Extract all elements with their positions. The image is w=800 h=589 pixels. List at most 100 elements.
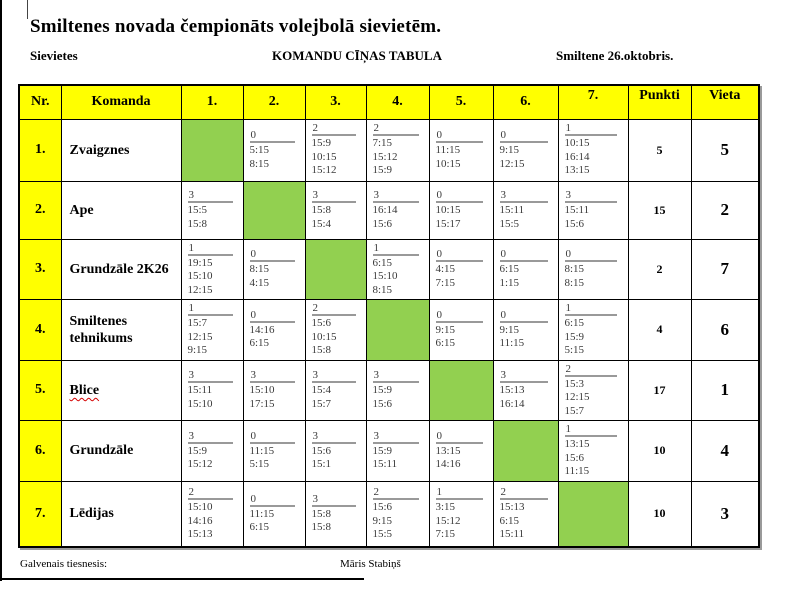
footer-referee-label: Galvenais tiesnesis:: [20, 558, 108, 570]
sets-won: 0: [249, 248, 296, 263]
match-result-cell: 0 8:15 8:15: [557, 238, 629, 300]
set-score: 6:15: [435, 337, 456, 350]
sets-won: 0: [435, 129, 483, 143]
set-score: 15:10: [187, 397, 213, 410]
team-name-cell: Grundzāle 2K26: [60, 238, 182, 300]
sets-won: 0: [249, 309, 296, 323]
points-cell: 5: [627, 118, 692, 182]
set-score: 5:15: [249, 458, 270, 471]
sets-won: 2: [499, 486, 548, 500]
sets-won: 0: [435, 430, 483, 444]
set-score: 15:11: [187, 384, 213, 397]
table-row: 1. Zvaigznes 0 5:15 8:15 2 15:9 10:15 15:12 2 7:15…: [18, 118, 760, 182]
set-score: 10:15: [435, 204, 461, 216]
set-score: 15:12: [435, 514, 461, 527]
set-score: 11:15: [499, 337, 525, 350]
match-result-cell: 0 10:15 15:17: [428, 180, 494, 240]
set-score: 8:15: [249, 263, 270, 276]
row-number-cell: 1.: [18, 118, 62, 182]
set-score: 15:6: [311, 444, 332, 457]
match-result-cell: 1 6:15 15:9 5:15: [557, 299, 629, 361]
set-score: 15:5: [187, 204, 208, 216]
points-cell: 15: [627, 180, 692, 240]
sets-won: 3: [187, 189, 234, 203]
set-score: 5:15: [249, 144, 270, 156]
table-row: 7. Lēdijas 2 15:10 14:16 15:13 0 11:15 6:15 3 15:8…: [18, 480, 760, 548]
sets-won: 3: [372, 430, 420, 444]
set-score: 19:15: [187, 256, 213, 269]
set-score: 15:9: [311, 137, 332, 150]
row-number-cell: 7.: [18, 480, 62, 548]
diagonal-cell: [242, 180, 306, 240]
team-name-cell: Blice: [60, 359, 182, 421]
set-score: 9:15: [372, 514, 393, 527]
team-name-cell: Smiltenes tehnikums: [60, 299, 182, 361]
match-result-cell: 3 15:11 15:5: [492, 180, 559, 240]
sets-won: 0: [499, 309, 548, 323]
diagonal-cell: [428, 359, 494, 421]
points-cell: 10: [627, 420, 692, 482]
set-score: 15:17: [435, 217, 461, 230]
col-header-4: 4.: [365, 84, 430, 120]
set-score: 14:16: [187, 514, 213, 527]
set-score: 15:12: [372, 150, 398, 163]
match-result-cell: 0 11:15 6:15: [242, 480, 306, 548]
place-cell: 6: [690, 299, 760, 361]
subtitle-category: Sievietes: [30, 48, 78, 63]
set-score: 12:15: [187, 330, 213, 343]
subtitle-location-date: Smiltene 26.oktobris.: [556, 48, 674, 63]
set-score: 13:15: [564, 438, 590, 450]
set-score: 9:15: [187, 344, 208, 356]
place-cell: 1: [690, 359, 760, 421]
page-left-edge: [0, 0, 2, 581]
sets-won: 0: [499, 248, 548, 263]
sets-won: 2: [372, 486, 420, 500]
match-result-cell: 0 4:15 7:15: [428, 238, 494, 300]
page-title: Smiltenes novada čempionāts volejbolā si…: [30, 16, 442, 37]
set-score: 16:14: [372, 204, 398, 216]
set-score: 6:15: [499, 263, 520, 276]
sets-won: 3: [564, 189, 618, 203]
place-cell: 5: [690, 118, 760, 182]
team-name-cell: Ape: [60, 180, 182, 240]
sets-won: 1: [435, 486, 483, 500]
set-score: 15:6: [564, 217, 585, 230]
set-score: 15:11: [564, 204, 590, 216]
team-name: Lēdijas: [69, 506, 114, 522]
sets-won: 0: [249, 129, 296, 143]
set-score: 14:16: [435, 458, 461, 471]
sets-won: 3: [499, 369, 548, 384]
set-score: 15:6: [564, 451, 585, 464]
match-result-cell: 0 9:15 6:15: [428, 299, 494, 361]
set-score: 16:14: [564, 150, 590, 163]
set-score: 12:15: [564, 391, 590, 403]
set-score: 4:15: [435, 263, 456, 276]
sets-won: 3: [311, 430, 357, 444]
sets-won: 3: [499, 189, 548, 203]
set-score: 15:9: [372, 164, 393, 177]
match-result-cell: 2 15:3 12:15 15:7: [557, 359, 629, 421]
set-score: 6:15: [249, 521, 270, 534]
place-cell: 7: [690, 238, 760, 300]
table-row: 4. Smiltenes tehnikums 1 15:7 12:15 9:15 0 14:1…: [18, 299, 760, 361]
match-result-cell: 0 13:15 14:16: [428, 420, 494, 482]
set-score: 8:15: [249, 157, 270, 170]
set-score: 15:8: [311, 344, 332, 356]
table-row: 3. Grundzāle 2K26 1 19:15 15:10 12:15 0 8:15 4:1…: [18, 238, 760, 300]
sets-won: 0: [435, 248, 483, 263]
sets-won: 2: [564, 363, 618, 377]
row-number-cell: 3.: [18, 238, 62, 300]
set-score: 15:9: [372, 444, 393, 457]
table-row: 5. Blice 3 15:11 15:10 3 15:10 17:15 3 15:4 15:7 3 1…: [18, 359, 760, 421]
set-score: 15:5: [499, 217, 520, 230]
sets-won: 0: [435, 309, 483, 323]
team-name: Zvaigznes: [69, 142, 130, 158]
results-table: Nr. Komanda 1. 2. 3. 4. 5. 6. 7. Punkti …: [18, 84, 760, 548]
set-score: 5:15: [564, 344, 585, 356]
match-result-cell: 3 15:11 15:10: [180, 359, 244, 421]
match-result-cell: 3 15:9 15:12: [180, 420, 244, 482]
subtitle-table-name: KOMANDU CĪŅAS TABULA: [272, 48, 442, 63]
match-result-cell: 1 6:15 15:10 8:15: [365, 238, 430, 300]
set-score: 17:15: [249, 397, 275, 410]
match-result-cell: 0 5:15 8:15: [242, 118, 306, 182]
